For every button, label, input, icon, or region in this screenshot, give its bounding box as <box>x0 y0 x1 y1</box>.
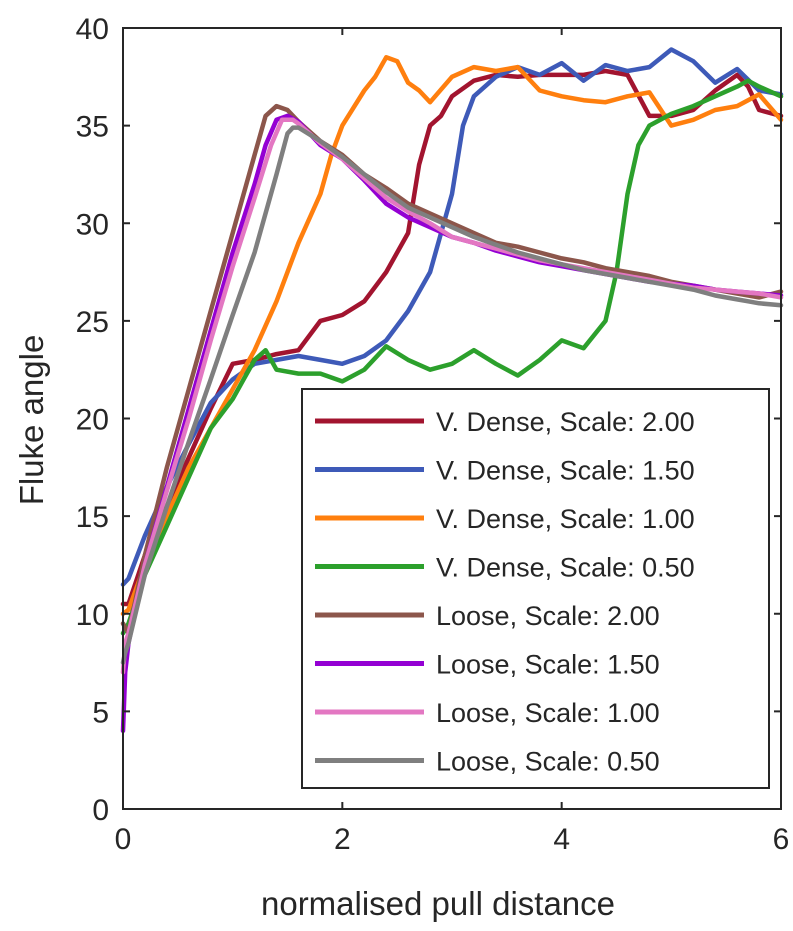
x-tick-label: 4 <box>553 823 570 856</box>
x-tick-labels: 0 2 4 6 <box>115 823 790 856</box>
y-tick-label: 25 <box>76 306 109 339</box>
series-line-5 <box>120 103 784 636</box>
legend-items: V. Dense, Scale: 2.00 V. Dense, Scale: 1.… <box>315 407 695 777</box>
legend-label: V. Dense, Scale: 2.00 <box>436 407 695 437</box>
y-tick-label: 15 <box>76 501 109 534</box>
x-tick-label: 0 <box>115 823 132 856</box>
legend-label: Loose, Scale: 1.00 <box>436 698 660 728</box>
y-axis-label: Fluke angle <box>13 335 50 506</box>
y-tick-label: 20 <box>76 404 109 437</box>
y-tick-label: 30 <box>76 208 109 241</box>
y-tick-labels: 0 5 10 15 20 25 30 35 40 <box>76 13 109 827</box>
series-line-4 <box>120 78 784 636</box>
legend-box <box>301 388 770 789</box>
x-tick-label: 2 <box>334 823 351 856</box>
series-line-1 <box>120 68 784 607</box>
legend-label: V. Dense, Scale: 0.50 <box>436 553 695 583</box>
series-line-8 <box>120 125 784 665</box>
legend-label: Loose, Scale: 1.50 <box>436 650 660 680</box>
y-tick-label: 40 <box>76 13 109 46</box>
legend-label: V. Dense, Scale: 1.50 <box>436 456 695 486</box>
tick-marks <box>122 27 782 810</box>
series-line-2 <box>120 47 784 587</box>
y-tick-label: 35 <box>76 111 109 144</box>
y-tick-label: 10 <box>76 599 109 632</box>
legend-label: V. Dense, Scale: 1.00 <box>436 504 695 534</box>
x-axis-label: normalised pull distance <box>261 885 615 922</box>
y-tick-label: 0 <box>92 794 109 827</box>
series-group <box>120 47 784 734</box>
legend-label: Loose, Scale: 0.50 <box>436 747 660 777</box>
y-tick-label: 5 <box>92 696 109 729</box>
legend-label: Loose, Scale: 2.00 <box>436 601 660 631</box>
x-tick-label: 6 <box>773 823 790 856</box>
legend: V. Dense, Scale: 2.00 V. Dense, Scale: 1.… <box>301 388 770 789</box>
series-line-3 <box>120 55 784 617</box>
